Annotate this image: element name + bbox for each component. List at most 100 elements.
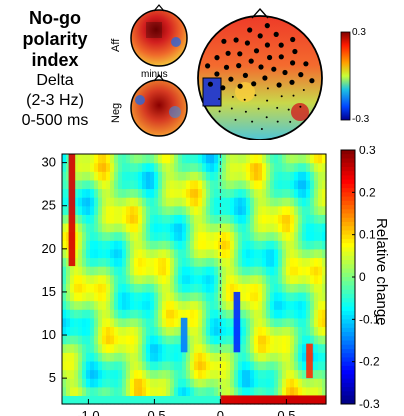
heatmap-cell (126, 360, 131, 371)
heatmap-cell (222, 300, 227, 310)
heatmap-cell (230, 240, 235, 250)
heatmap-cell (306, 283, 311, 293)
heatmap-cell (102, 205, 107, 215)
heatmap-cell (298, 188, 303, 198)
heatmap-cell (82, 205, 87, 215)
heatmap-cell (90, 291, 95, 302)
heatmap-cell (78, 317, 83, 328)
heatmap-cell (162, 179, 167, 190)
heatmap-cell (138, 291, 143, 302)
heatmap-cell (258, 317, 263, 328)
heatmap-cell (290, 214, 295, 224)
heatmap-cell (90, 248, 95, 259)
heatmap-cell (82, 360, 87, 371)
electrode-dot (278, 42, 284, 48)
heatmap-cell (98, 309, 103, 319)
heatmap-cell (290, 248, 295, 259)
heatmap-cell (226, 386, 231, 396)
heatmap-cell (322, 240, 327, 250)
heatmap-cell (250, 205, 255, 215)
heatmap-cell (126, 335, 131, 345)
heatmap-cell (218, 343, 223, 353)
heatmap-cell (266, 248, 271, 259)
heatmap-cell (110, 378, 115, 388)
heatmap-cell (62, 360, 67, 371)
heatmap-cell (130, 171, 135, 181)
heatmap-cell (102, 352, 107, 362)
heatmap-cell (154, 317, 159, 328)
heatmap-cell (230, 248, 235, 259)
heatmap-cell (70, 343, 75, 353)
heatmap-cell (182, 248, 187, 259)
heatmap-cell (238, 309, 243, 319)
heatmap-cell (138, 300, 143, 310)
heatmap-cell (302, 171, 307, 181)
heatmap-cell (82, 352, 87, 362)
heatmap-cell (294, 248, 299, 259)
heatmap-cell (222, 274, 227, 284)
heatmap-cell (310, 154, 315, 164)
heatmap-cell (106, 154, 111, 164)
heatmap-cell (230, 369, 235, 379)
heatmap-cell (78, 222, 83, 233)
heatmap-cell (270, 291, 275, 302)
electrode-dot (214, 55, 220, 61)
heatmap-cell (238, 291, 243, 302)
heatmap-cell (246, 386, 251, 396)
heatmap-cell (146, 248, 151, 259)
heatmap-cell (318, 360, 323, 371)
heatmap-cell (274, 369, 279, 379)
heatmap-cell (82, 378, 87, 388)
heatmap-cell (230, 162, 235, 172)
heatmap-cell (114, 222, 119, 233)
heatmap-cell (78, 378, 83, 388)
heatmap-cell (98, 188, 103, 198)
heatmap-cell (226, 326, 231, 336)
heatmap-cell (154, 369, 159, 379)
heatmap-cell (254, 386, 259, 396)
colorbar-small-min: -0.3 (352, 114, 370, 125)
heatmap-cell (202, 274, 207, 284)
heatmap-cell (130, 248, 135, 259)
heatmap-cell (298, 154, 303, 164)
heatmap-cell (242, 197, 247, 207)
heatmap-cell (190, 197, 195, 207)
heatmap-cell (138, 162, 143, 172)
heatmap-cell (322, 335, 327, 345)
heatmap-cell (122, 179, 127, 190)
heatmap-cell (198, 369, 203, 379)
heatmap-cell (118, 266, 123, 276)
heatmap-cell (306, 231, 311, 241)
heatmap-cell (130, 257, 135, 267)
heatmap-cell (294, 231, 299, 241)
heatmap-cell (214, 222, 219, 233)
heatmap-cell (122, 162, 127, 172)
heatmap-cell (74, 343, 79, 353)
colorbar-segment (341, 154, 355, 159)
colorbar-segment (341, 171, 355, 176)
heatmap-cell (86, 300, 91, 310)
heatmap-cell (66, 274, 71, 284)
heatmap-cell (178, 343, 183, 353)
heatmap-cell (82, 214, 87, 224)
heatmap-cell (102, 360, 107, 371)
heatmap-cell (242, 369, 247, 379)
heatmap-cell (150, 188, 155, 198)
heatmap-cell (98, 154, 103, 164)
heatmap-cell (270, 360, 275, 371)
colorbar-segment (341, 348, 355, 354)
heatmap-cell (130, 188, 135, 198)
heatmap-cell (138, 154, 143, 164)
heatmap-cell (78, 352, 83, 362)
heatmap-cell (306, 386, 311, 396)
heatmap-cell (198, 395, 203, 405)
heatmap-cell (90, 369, 95, 379)
heatmap-cell (274, 386, 279, 396)
heatmap-cell (162, 274, 167, 284)
heatmap-cell (214, 274, 219, 284)
heatmap-cell (230, 386, 235, 396)
heatmap-cell (258, 360, 263, 371)
heatmap-cell (114, 154, 119, 164)
heatmap-cell (210, 231, 215, 241)
